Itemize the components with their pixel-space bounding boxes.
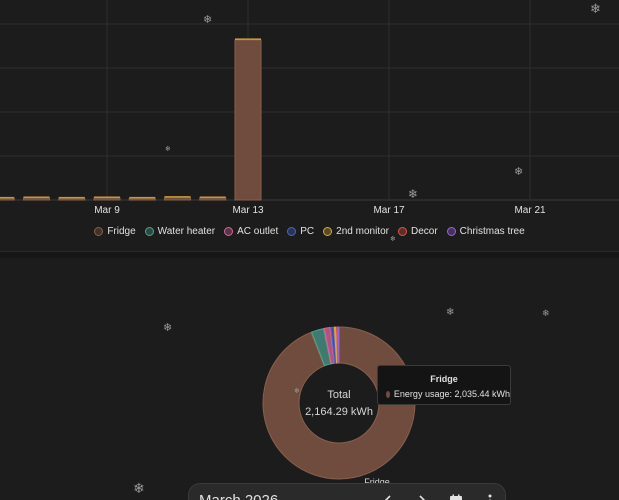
chart-legend: Fridge Water heater AC outlet PC 2nd monitor… — [0, 223, 619, 239]
donut-chart: Total 2,164.29 kWh Fridge — [262, 326, 416, 487]
snowflake-icon: ❄ — [590, 1, 601, 16]
legend-item-2nd-monitor[interactable]: 2nd monitor — [323, 226, 389, 237]
legend-swatch — [224, 226, 234, 236]
more-options-button[interactable] — [479, 490, 501, 500]
snowflake-icon: ❄ — [163, 322, 173, 334]
snowflake-icon: ❄ — [390, 236, 396, 243]
snowflake-icon: ❄ — [165, 146, 171, 153]
legend-swatch — [94, 226, 104, 236]
snowflake-icon: ❄ — [133, 480, 145, 496]
bar-2nd-monitor[interactable] — [199, 196, 226, 199]
legend-label: Decor — [410, 225, 438, 237]
next-period-button[interactable] — [411, 490, 433, 500]
x-tick-label: Mar 9 — [94, 205, 120, 216]
x-tick-label: Mar 21 — [514, 205, 546, 216]
bar-fridge[interactable] — [23, 197, 50, 201]
snowflake-icon: ❄ — [542, 308, 550, 318]
chart-tooltip: Fridge Energy usage: 2,035.44 kWh — [377, 365, 511, 405]
legend-label: Water heater — [157, 225, 216, 237]
more-vertical-icon — [488, 494, 492, 500]
legend-item-christmas-tree[interactable]: Christmas tree — [446, 225, 525, 237]
bar-2nd-monitor[interactable] — [58, 196, 85, 199]
chevron-right-icon — [419, 495, 426, 500]
x-tick-label: Mar 13 — [232, 205, 264, 216]
donut-slice-label: Fridge — [364, 477, 390, 487]
bar-2nd-monitor[interactable] — [129, 196, 156, 199]
bar-fridge[interactable] — [164, 197, 191, 201]
bar-2nd-monitor[interactable] — [235, 38, 261, 40]
snowflake-icon: ❄ — [446, 307, 455, 318]
snowflake-icon: ❄ — [514, 166, 524, 178]
chevron-left-icon — [384, 495, 391, 500]
tooltip-color-dot — [386, 390, 390, 398]
legend-label: AC outlet — [237, 225, 279, 237]
legend-label: Christmas tree — [459, 225, 525, 237]
bar-chart: Mar 9 Mar 13 Mar 17 Mar 21 — [0, 0, 619, 216]
donut-slice-fridge[interactable] — [262, 326, 416, 480]
tooltip-title: Fridge — [430, 374, 458, 384]
snowflake-icon: ❄ — [203, 14, 213, 26]
calendar-button[interactable] — [445, 490, 467, 500]
legend-item-fridge[interactable]: Fridge — [94, 225, 136, 237]
legend-label: Fridge — [107, 225, 136, 237]
donut-center-value: 2,164.29 kWh — [305, 406, 373, 418]
bar-2nd-monitor[interactable] — [94, 196, 120, 199]
legend-swatch — [144, 226, 154, 236]
legend-swatch — [287, 226, 297, 236]
bar-fridge[interactable] — [0, 197, 15, 201]
bar-2nd-monitor[interactable] — [0, 196, 15, 199]
bar-fridge[interactable] — [93, 197, 121, 201]
legend-swatch — [446, 226, 456, 236]
legend-label: PC — [300, 225, 315, 237]
tooltip-value: Energy usage: 2,035.44 kWh — [393, 389, 510, 399]
energy-usage-card — [0, 251, 619, 252]
snowflake-icon: ❄ — [408, 187, 419, 201]
donut-center-title: Total — [327, 389, 350, 401]
bar-fridge[interactable] — [58, 197, 86, 201]
legend-item-pc[interactable]: PC — [287, 226, 314, 237]
bar-2nd-monitor[interactable] — [164, 196, 191, 198]
snowflake-icon: ❄ — [294, 388, 300, 395]
bar-fridge[interactable] — [234, 39, 262, 201]
legend-swatch — [397, 226, 407, 236]
legend-item-ac-outlet[interactable]: AC outlet — [224, 226, 278, 237]
x-tick-label: Mar 17 — [373, 205, 405, 216]
previous-period-button[interactable] — [377, 490, 399, 500]
calendar-icon — [450, 494, 462, 500]
legend-item-water-heater[interactable]: Water heater — [144, 225, 216, 237]
tooltip-row: Energy usage: 2,035.44 kWh — [386, 389, 510, 399]
bar-fridge[interactable] — [128, 197, 156, 201]
date-picker-bar: March 2026 — [188, 483, 506, 500]
card-divider — [0, 252, 619, 258]
date-range-label: March 2026 — [199, 492, 278, 500]
legend-label: 2nd monitor — [336, 225, 389, 237]
legend-item-decor[interactable]: Decor — [397, 225, 438, 237]
bar-2nd-monitor[interactable] — [23, 196, 50, 199]
bar-fridge[interactable] — [199, 197, 227, 201]
legend-swatch — [323, 226, 333, 236]
